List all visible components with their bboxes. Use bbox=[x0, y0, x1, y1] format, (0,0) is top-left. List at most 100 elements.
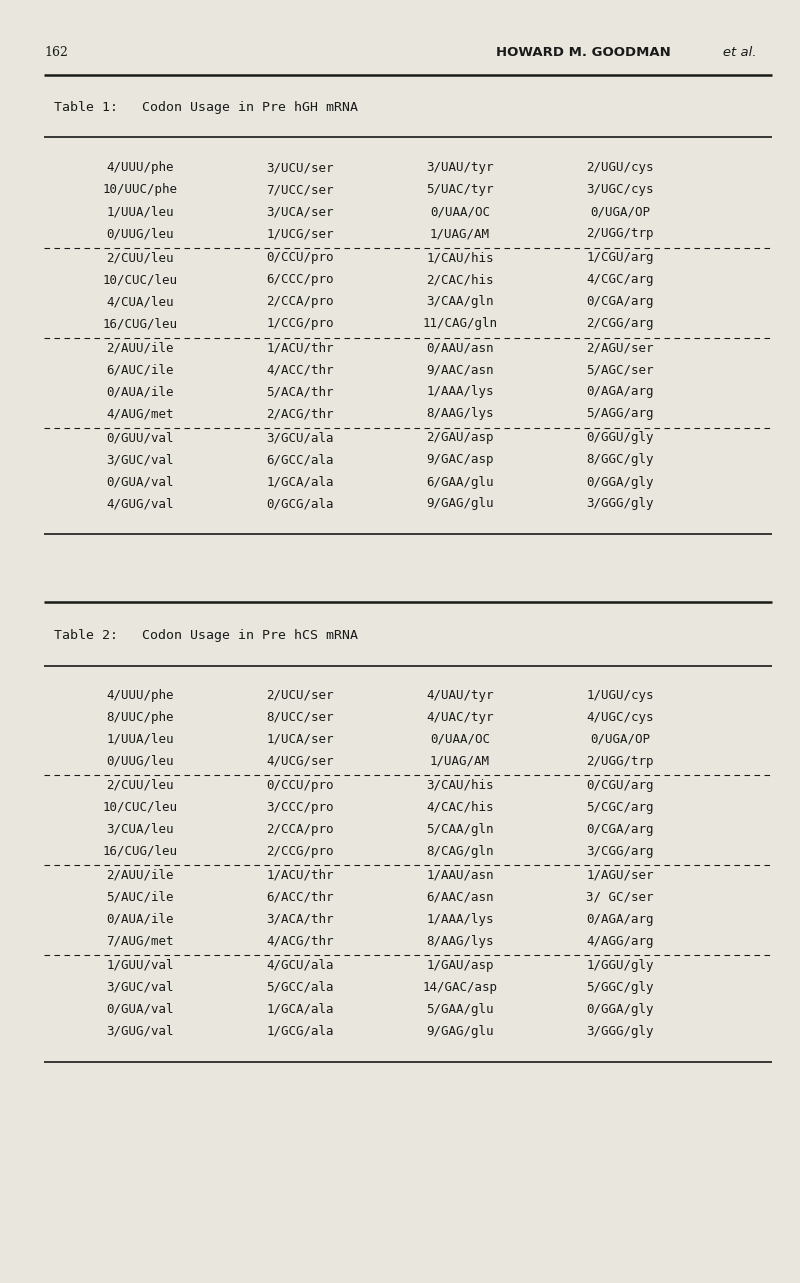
Text: HOWARD M. GOODMAN: HOWARD M. GOODMAN bbox=[496, 45, 670, 59]
Text: 7/AUG/met: 7/AUG/met bbox=[106, 934, 174, 948]
Text: 1/CCG/pro: 1/CCG/pro bbox=[266, 317, 334, 331]
Text: 0/UGA/OP: 0/UGA/OP bbox=[590, 205, 650, 218]
Text: 1/UAG/AM: 1/UAG/AM bbox=[430, 227, 490, 240]
Text: 3/CCC/pro: 3/CCC/pro bbox=[266, 801, 334, 813]
Text: 5/AGC/ser: 5/AGC/ser bbox=[586, 363, 654, 376]
Text: 1/AAU/asn: 1/AAU/asn bbox=[426, 869, 494, 881]
Text: 6/CCC/pro: 6/CCC/pro bbox=[266, 273, 334, 286]
Text: 5/CAA/gln: 5/CAA/gln bbox=[426, 822, 494, 835]
Text: 16/CUG/leu: 16/CUG/leu bbox=[102, 317, 178, 331]
Text: 3/GUC/val: 3/GUC/val bbox=[106, 980, 174, 993]
Text: 5/GCC/ala: 5/GCC/ala bbox=[266, 980, 334, 993]
Text: 1/UUA/leu: 1/UUA/leu bbox=[106, 205, 174, 218]
Text: 1/GCG/ala: 1/GCG/ala bbox=[266, 1025, 334, 1038]
Text: 1/GAU/asp: 1/GAU/asp bbox=[426, 958, 494, 971]
Text: 3/UCA/ser: 3/UCA/ser bbox=[266, 205, 334, 218]
Text: 1/CAU/his: 1/CAU/his bbox=[426, 251, 494, 264]
Text: 6/AAC/asn: 6/AAC/asn bbox=[426, 890, 494, 903]
Text: 2/CCA/pro: 2/CCA/pro bbox=[266, 295, 334, 308]
Text: 1/UUA/leu: 1/UUA/leu bbox=[106, 733, 174, 745]
Text: 2/CUU/leu: 2/CUU/leu bbox=[106, 779, 174, 792]
Text: 2/AUU/ile: 2/AUU/ile bbox=[106, 869, 174, 881]
Text: 3/GUG/val: 3/GUG/val bbox=[106, 1025, 174, 1038]
Text: 1/CGU/arg: 1/CGU/arg bbox=[586, 251, 654, 264]
Text: 2/UGG/trp: 2/UGG/trp bbox=[586, 754, 654, 767]
Text: 5/UAC/tyr: 5/UAC/tyr bbox=[426, 183, 494, 196]
Text: Table 2:   Codon Usage in Pre hCS mRNA: Table 2: Codon Usage in Pre hCS mRNA bbox=[54, 630, 358, 643]
Text: 0/CGU/arg: 0/CGU/arg bbox=[586, 779, 654, 792]
Text: 4/UUU/phe: 4/UUU/phe bbox=[106, 162, 174, 174]
Text: 4/CUA/leu: 4/CUA/leu bbox=[106, 295, 174, 308]
Text: 4/UGC/cys: 4/UGC/cys bbox=[586, 711, 654, 724]
Text: 1/AAA/lys: 1/AAA/lys bbox=[426, 385, 494, 399]
Text: 2/ACG/thr: 2/ACG/thr bbox=[266, 408, 334, 421]
Text: 0/AAU/asn: 0/AAU/asn bbox=[426, 341, 494, 354]
Text: 3/CAA/gln: 3/CAA/gln bbox=[426, 295, 494, 308]
Text: 0/GUA/val: 0/GUA/val bbox=[106, 476, 174, 489]
Text: 0/CGA/arg: 0/CGA/arg bbox=[586, 295, 654, 308]
Text: 4/AUG/met: 4/AUG/met bbox=[106, 408, 174, 421]
Text: 3/UGC/cys: 3/UGC/cys bbox=[586, 183, 654, 196]
Text: 1/ACU/thr: 1/ACU/thr bbox=[266, 869, 334, 881]
Text: 0/AGA/arg: 0/AGA/arg bbox=[586, 385, 654, 399]
Text: 3/GUC/val: 3/GUC/val bbox=[106, 453, 174, 467]
Text: 2/GAU/asp: 2/GAU/asp bbox=[426, 431, 494, 444]
Text: 10/CUC/leu: 10/CUC/leu bbox=[102, 801, 178, 813]
Text: 0/AUA/ile: 0/AUA/ile bbox=[106, 912, 174, 925]
Text: 0/GUA/val: 0/GUA/val bbox=[106, 1002, 174, 1016]
Text: 1/AGU/ser: 1/AGU/ser bbox=[586, 869, 654, 881]
Text: 6/GAA/glu: 6/GAA/glu bbox=[426, 476, 494, 489]
Text: 14/GAC/asp: 14/GAC/asp bbox=[422, 980, 498, 993]
Text: 3/GCU/ala: 3/GCU/ala bbox=[266, 431, 334, 444]
Text: 8/CAG/gln: 8/CAG/gln bbox=[426, 844, 494, 857]
Text: 2/CCG/pro: 2/CCG/pro bbox=[266, 844, 334, 857]
Text: 0/GGA/gly: 0/GGA/gly bbox=[586, 1002, 654, 1016]
Text: 0/UGA/OP: 0/UGA/OP bbox=[590, 733, 650, 745]
Text: 1/ACU/thr: 1/ACU/thr bbox=[266, 341, 334, 354]
Text: 0/CCU/pro: 0/CCU/pro bbox=[266, 251, 334, 264]
Text: 2/UGG/trp: 2/UGG/trp bbox=[586, 227, 654, 240]
Text: 2/CUU/leu: 2/CUU/leu bbox=[106, 251, 174, 264]
Text: 0/GUU/val: 0/GUU/val bbox=[106, 431, 174, 444]
Text: 10/UUC/phe: 10/UUC/phe bbox=[102, 183, 178, 196]
Text: 4/ACC/thr: 4/ACC/thr bbox=[266, 363, 334, 376]
Text: 8/AAG/lys: 8/AAG/lys bbox=[426, 934, 494, 948]
Text: 0/AGA/arg: 0/AGA/arg bbox=[586, 912, 654, 925]
Text: 3/UAU/tyr: 3/UAU/tyr bbox=[426, 162, 494, 174]
Text: 2/CCA/pro: 2/CCA/pro bbox=[266, 822, 334, 835]
Text: 1/GCA/ala: 1/GCA/ala bbox=[266, 476, 334, 489]
Text: 2/AUU/ile: 2/AUU/ile bbox=[106, 341, 174, 354]
Text: 4/UCG/ser: 4/UCG/ser bbox=[266, 754, 334, 767]
Text: 8/UCC/ser: 8/UCC/ser bbox=[266, 711, 334, 724]
Text: 9/GAC/asp: 9/GAC/asp bbox=[426, 453, 494, 467]
Text: 9/AAC/asn: 9/AAC/asn bbox=[426, 363, 494, 376]
Text: 3/ GC/ser: 3/ GC/ser bbox=[586, 890, 654, 903]
Text: 0/CCU/pro: 0/CCU/pro bbox=[266, 779, 334, 792]
Text: 8/AAG/lys: 8/AAG/lys bbox=[426, 408, 494, 421]
Text: 9/GAG/glu: 9/GAG/glu bbox=[426, 498, 494, 511]
Text: et al.: et al. bbox=[716, 45, 757, 59]
Text: 3/UCU/ser: 3/UCU/ser bbox=[266, 162, 334, 174]
Text: 0/CGA/arg: 0/CGA/arg bbox=[586, 822, 654, 835]
Text: 4/AGG/arg: 4/AGG/arg bbox=[586, 934, 654, 948]
Text: 4/GUG/val: 4/GUG/val bbox=[106, 498, 174, 511]
Text: 16/CUG/leu: 16/CUG/leu bbox=[102, 844, 178, 857]
Text: 1/UCA/ser: 1/UCA/ser bbox=[266, 733, 334, 745]
Text: 0/GGU/gly: 0/GGU/gly bbox=[586, 431, 654, 444]
Text: 0/UAA/OC: 0/UAA/OC bbox=[430, 205, 490, 218]
Text: 4/CGC/arg: 4/CGC/arg bbox=[586, 273, 654, 286]
Text: 1/GCA/ala: 1/GCA/ala bbox=[266, 1002, 334, 1016]
Text: 0/UUG/leu: 0/UUG/leu bbox=[106, 227, 174, 240]
Text: 4/UUU/phe: 4/UUU/phe bbox=[106, 689, 174, 702]
Text: 0/GCG/ala: 0/GCG/ala bbox=[266, 498, 334, 511]
Text: 1/UAG/AM: 1/UAG/AM bbox=[430, 754, 490, 767]
Text: 2/UCU/ser: 2/UCU/ser bbox=[266, 689, 334, 702]
Text: 4/UAU/tyr: 4/UAU/tyr bbox=[426, 689, 494, 702]
Text: 0/GGA/gly: 0/GGA/gly bbox=[586, 476, 654, 489]
Text: 4/ACG/thr: 4/ACG/thr bbox=[266, 934, 334, 948]
Text: 5/GAA/glu: 5/GAA/glu bbox=[426, 1002, 494, 1016]
Text: 1/GUU/val: 1/GUU/val bbox=[106, 958, 174, 971]
Text: 2/CAC/his: 2/CAC/his bbox=[426, 273, 494, 286]
Text: 4/UAC/tyr: 4/UAC/tyr bbox=[426, 711, 494, 724]
Text: 3/CUA/leu: 3/CUA/leu bbox=[106, 822, 174, 835]
